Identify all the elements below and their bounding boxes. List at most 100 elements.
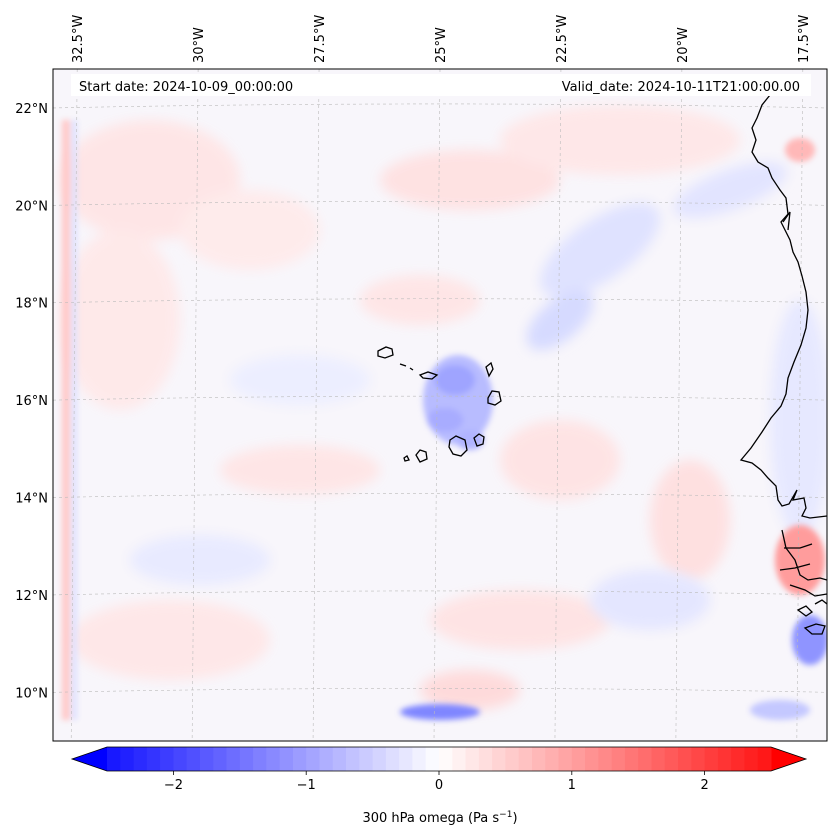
colorbar-cell [611, 747, 626, 771]
colorbar-cell [146, 747, 161, 771]
colorbar-tick-label: 1 [568, 778, 576, 793]
parallel-line [53, 298, 827, 304]
meridian-line [191, 69, 199, 741]
colorbar-max-extension [771, 747, 806, 771]
colorbar-cell [545, 747, 560, 771]
colorbar-tick-label: 0 [435, 778, 443, 793]
african-coastline [739, 94, 827, 635]
colorbar-cell [452, 747, 467, 771]
map-frame [52, 68, 828, 742]
cape-verde-islands [377, 346, 502, 463]
meridian-line [433, 69, 441, 741]
colorbar-cell [478, 747, 493, 771]
colorbar-cell [253, 747, 267, 771]
colorbar-cell [624, 747, 639, 771]
meridian-line [554, 69, 562, 741]
colorbar-cell [346, 747, 360, 771]
colorbar-cell [465, 747, 480, 771]
colorbar-cell [399, 747, 413, 771]
lon-tick-label: 25°W [434, 27, 449, 63]
colorbar-cell [717, 747, 732, 771]
lon-tick-label: 17.5°W [797, 15, 812, 63]
colorbar-cell [133, 747, 148, 771]
colorbar-cell [585, 747, 599, 771]
colorbar: −2 −1 0 1 2 300 hPa omega (Pa s−1) [70, 746, 808, 826]
map-panel: Start date: 2024-10-09_00:00:00 Valid_da… [52, 68, 828, 742]
longitude-labels: 32.5°W 30°W 27.5°W 25°W 22.5°W 20°W 17.5°W [71, 15, 812, 63]
lat-tick-label: 14°N [15, 492, 48, 507]
valid-date-label: Valid_date: 2024-10-11T21:00:00.00 [562, 80, 800, 95]
parallel-line [53, 688, 827, 693]
lat-tick-label: 10°N [15, 686, 48, 701]
colorbar-cell [678, 747, 692, 771]
lat-tick-label: 12°N [15, 589, 48, 604]
meridian-line [675, 69, 683, 741]
colorbar-cell [638, 747, 652, 771]
colorbar-tick-label: 2 [700, 778, 708, 793]
colorbar-cell [160, 747, 174, 771]
colorbar-cell [319, 747, 334, 771]
colorbar-cell [186, 747, 201, 771]
meridian-line [312, 69, 320, 741]
colorbar-cell [199, 747, 214, 771]
colorbar-cell [279, 747, 294, 771]
parallel-line [53, 103, 827, 109]
colorbar-cell [531, 747, 546, 771]
colorbar-ticks: −2 −1 0 1 2 [164, 771, 709, 793]
lat-tick-label: 22°N [15, 102, 48, 117]
parallel-line [53, 590, 827, 596]
lat-tick-label: 20°N [15, 199, 48, 214]
colorbar-cell [704, 747, 719, 771]
colorbar-tick-label: −2 [164, 778, 183, 793]
colorbar-cells [72, 747, 806, 771]
colorbar-cell [412, 747, 427, 771]
colorbar-cell [292, 747, 307, 771]
colorbar-cell [651, 747, 666, 771]
colorbar-cell [359, 747, 374, 771]
colorbar-cell [492, 747, 506, 771]
colorbar-min-extension [72, 747, 107, 771]
colorbar-cell [757, 747, 772, 771]
colorbar-cell [731, 747, 745, 771]
lon-tick-label: 22.5°W [555, 15, 570, 63]
colorbar-cell [266, 747, 281, 771]
lon-tick-label: 32.5°W [71, 15, 86, 63]
colorbar-cell [558, 747, 573, 771]
latitude-labels: 22°N 20°N 18°N 16°N 14°N 12°N 10°N [15, 102, 48, 701]
gridlines [53, 69, 827, 741]
omega-field [53, 69, 827, 741]
colorbar-cell [598, 747, 613, 771]
meridian-line [70, 69, 78, 741]
colorbar-cell [239, 747, 254, 771]
colorbar-cell [332, 747, 347, 771]
colorbar-cell [120, 747, 135, 771]
colorbar-cell [518, 747, 533, 771]
colorbar-cell [226, 747, 241, 771]
colorbar-cell [213, 747, 228, 771]
lat-tick-label: 18°N [15, 297, 48, 312]
colorbar-cell [385, 747, 400, 771]
colorbar-title: 300 hPa omega (Pa s−1) [362, 810, 517, 826]
colorbar-cell [744, 747, 759, 771]
lon-tick-label: 27.5°W [313, 15, 328, 63]
lon-tick-label: 20°W [676, 27, 691, 63]
colorbar-cell [372, 747, 387, 771]
colorbar-cell [571, 747, 586, 771]
parallel-line [53, 493, 827, 498]
start-date-label: Start date: 2024-10-09_00:00:00 [79, 80, 293, 95]
colorbar-cell [306, 747, 320, 771]
colorbar-cell [505, 747, 520, 771]
colorbar-cell [439, 747, 453, 771]
colorbar-tick-label: −1 [297, 778, 316, 793]
header-box [71, 74, 811, 96]
lon-tick-label: 30°W [192, 27, 207, 63]
parallel-line [53, 395, 827, 401]
colorbar-outline [70, 746, 808, 772]
colorbar-cell [173, 747, 188, 771]
colorbar-cell [107, 747, 121, 771]
colorbar-cell [425, 747, 440, 771]
parallel-line [53, 201, 827, 206]
meridian-line [796, 69, 804, 741]
colorbar-cell [664, 747, 679, 771]
